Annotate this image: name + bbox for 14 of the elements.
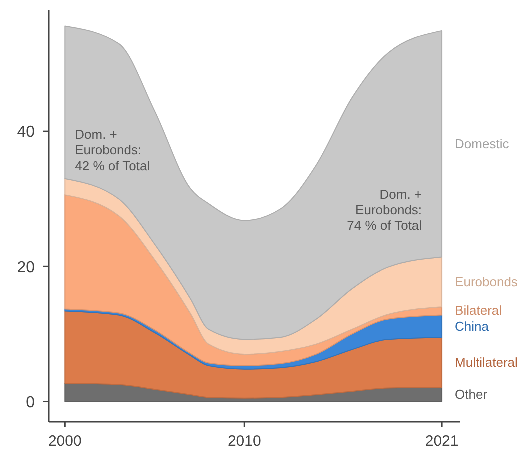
x-tick-label: 2000 <box>48 433 82 450</box>
series-label: Domestic <box>455 136 510 152</box>
y-tick-label: 40 <box>17 124 36 142</box>
series-label: China <box>455 318 490 334</box>
series-label: Multilateral <box>455 355 518 370</box>
y-tick-label: 20 <box>17 259 36 276</box>
series-label: Other <box>455 387 488 402</box>
x-tick-label: 2021 <box>425 433 459 450</box>
series-label: Eurobonds <box>455 274 518 290</box>
y-tick-label: 0 <box>26 394 36 412</box>
series-label: Bilateral <box>455 302 502 318</box>
annotation: Dom. + Eurobonds: 42 % of Total <box>75 127 150 174</box>
annotation: Dom. + Eurobonds: 74 % of Total <box>347 186 422 234</box>
x-tick-label: 2010 <box>228 433 262 450</box>
